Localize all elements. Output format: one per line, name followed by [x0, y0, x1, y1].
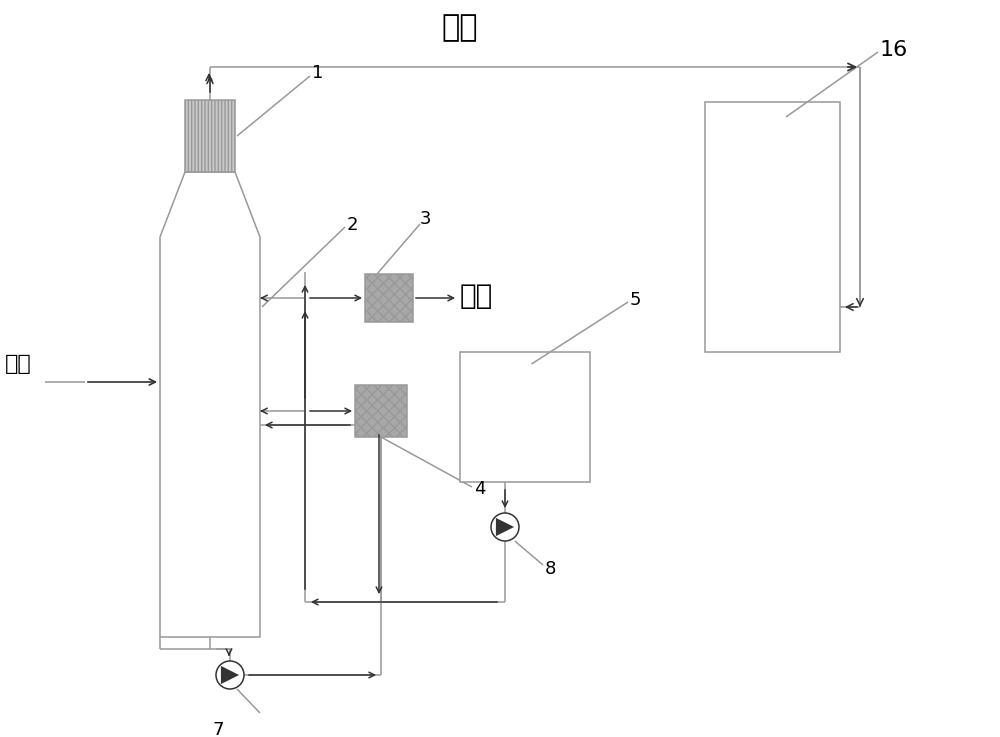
Text: 1: 1 [312, 64, 323, 82]
Bar [185, 100, 235, 172]
Circle shape [216, 661, 244, 689]
Text: 5: 5 [630, 291, 642, 309]
Text: 3: 3 [420, 210, 432, 228]
Bar [705, 102, 840, 352]
Bar [355, 385, 407, 437]
Text: 氨汽: 氨汽 [442, 13, 478, 42]
Polygon shape [496, 518, 514, 536]
Text: 蔓汽: 蔓汽 [5, 354, 32, 374]
Circle shape [491, 513, 519, 541]
Polygon shape [221, 666, 239, 684]
Text: 2: 2 [347, 216, 358, 234]
Text: 7: 7 [212, 721, 224, 737]
Bar [365, 274, 413, 322]
Text: 4: 4 [474, 480, 486, 498]
Polygon shape [160, 172, 260, 637]
Bar [460, 352, 590, 482]
Text: 16: 16 [880, 40, 908, 60]
Text: 8: 8 [545, 560, 556, 578]
Text: 生化: 生化 [460, 282, 493, 310]
